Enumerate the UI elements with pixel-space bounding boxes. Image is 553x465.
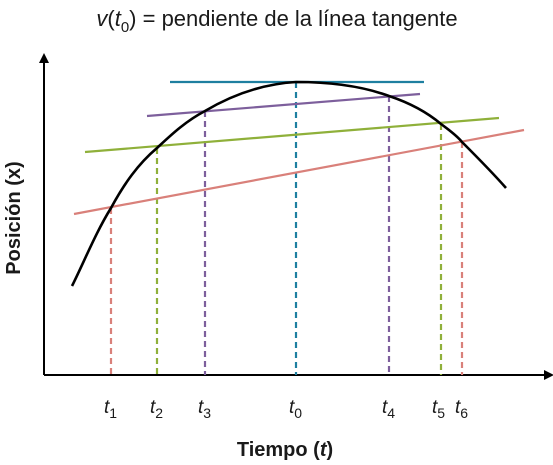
- tick-label-t1: t1: [104, 397, 117, 421]
- secant-line-t1-t6: [73, 128, 525, 216]
- position-curve: [70, 80, 507, 287]
- secant-line-t3-t4: [146, 92, 421, 118]
- tick-label-t6: t6: [455, 397, 468, 421]
- diagram-title: v(t0) = pendiente de la línea tangente: [96, 6, 457, 36]
- secant-line-t2-t5: [84, 116, 500, 154]
- y-axis-label: Posición (x): [3, 161, 25, 274]
- x-axis-label: Tiempo (t): [237, 439, 333, 461]
- tick-label-t3: t3: [198, 397, 211, 421]
- tick-label-t5: t5: [432, 397, 445, 421]
- tick-label-t0: t0: [289, 397, 302, 421]
- tick-label-t2: t2: [150, 397, 163, 421]
- tick-label-t4: t4: [382, 397, 395, 421]
